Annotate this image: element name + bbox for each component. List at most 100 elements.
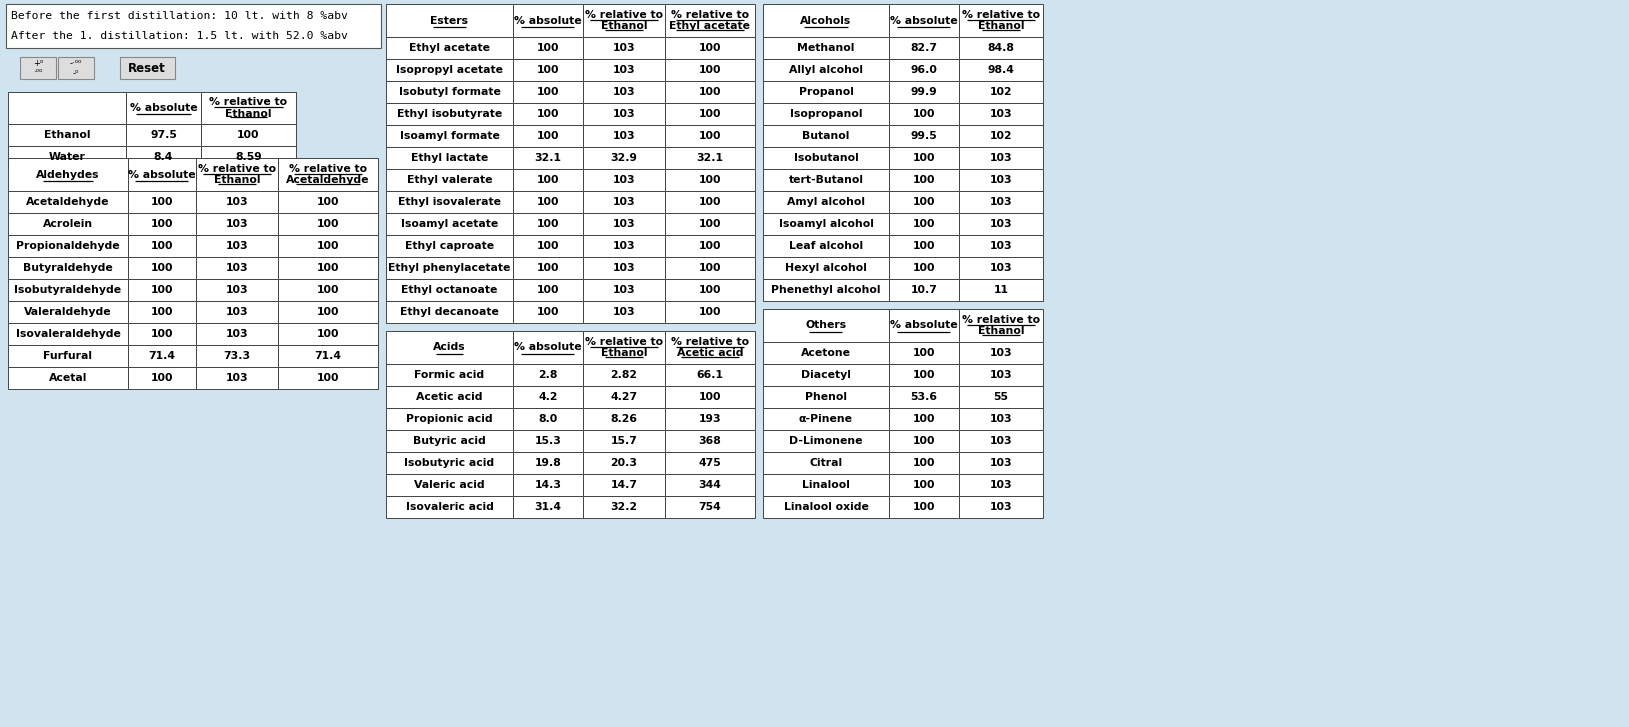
Text: Methanol: Methanol bbox=[797, 43, 855, 53]
Bar bbox=[959, 474, 1043, 496]
Text: 100: 100 bbox=[699, 219, 722, 229]
Text: 100: 100 bbox=[151, 329, 173, 339]
Bar bbox=[665, 331, 754, 364]
Text: Linalool oxide: Linalool oxide bbox=[784, 502, 868, 512]
Text: 100: 100 bbox=[316, 307, 339, 317]
Text: % relative to
Ethanol: % relative to Ethanol bbox=[585, 9, 663, 31]
Text: Allyl alcohol: Allyl alcohol bbox=[788, 65, 863, 75]
Text: 103: 103 bbox=[613, 43, 635, 53]
Bar bbox=[889, 169, 959, 191]
Bar bbox=[8, 323, 129, 345]
Bar bbox=[129, 191, 195, 213]
Text: 103: 103 bbox=[613, 219, 635, 229]
Bar bbox=[665, 169, 754, 191]
Text: ·⁰⁰: ·⁰⁰ bbox=[33, 68, 42, 78]
Text: 103: 103 bbox=[226, 329, 248, 339]
Bar bbox=[583, 59, 665, 81]
Bar bbox=[8, 213, 129, 235]
Bar bbox=[129, 235, 195, 257]
Text: 100: 100 bbox=[912, 263, 935, 273]
Bar bbox=[125, 146, 200, 168]
Text: 73.3: 73.3 bbox=[223, 351, 251, 361]
Text: % relative to
Ethanol: % relative to Ethanol bbox=[963, 315, 1039, 337]
Bar bbox=[665, 4, 754, 37]
Bar bbox=[762, 386, 889, 408]
Bar bbox=[762, 496, 889, 518]
Text: % absolute: % absolute bbox=[889, 321, 958, 331]
Text: 2.8: 2.8 bbox=[538, 370, 557, 380]
Bar bbox=[386, 452, 513, 474]
Text: 100: 100 bbox=[912, 197, 935, 207]
Bar bbox=[762, 4, 889, 37]
Bar bbox=[665, 191, 754, 213]
Text: % relative to
Acetaldehyde: % relative to Acetaldehyde bbox=[287, 164, 370, 185]
Bar bbox=[513, 103, 583, 125]
Bar bbox=[129, 257, 195, 279]
Bar bbox=[386, 81, 513, 103]
Text: 103: 103 bbox=[226, 197, 248, 207]
Text: 19.8: 19.8 bbox=[534, 458, 562, 468]
Bar bbox=[583, 213, 665, 235]
Bar bbox=[959, 4, 1043, 37]
Text: Ethyl isovalerate: Ethyl isovalerate bbox=[397, 197, 502, 207]
Bar bbox=[386, 235, 513, 257]
Bar bbox=[959, 408, 1043, 430]
Text: 100: 100 bbox=[912, 502, 935, 512]
Text: 100: 100 bbox=[536, 197, 559, 207]
Text: 100: 100 bbox=[912, 153, 935, 163]
Bar bbox=[889, 213, 959, 235]
Text: 103: 103 bbox=[613, 175, 635, 185]
Text: 11: 11 bbox=[994, 285, 1008, 295]
Bar bbox=[8, 92, 125, 124]
Text: Esters: Esters bbox=[430, 15, 469, 25]
Text: 100: 100 bbox=[151, 219, 173, 229]
Text: Valeraldehyde: Valeraldehyde bbox=[24, 307, 112, 317]
Bar bbox=[665, 257, 754, 279]
Text: 31.4: 31.4 bbox=[534, 502, 562, 512]
Text: 103: 103 bbox=[613, 307, 635, 317]
Text: Alcohols: Alcohols bbox=[800, 15, 852, 25]
Text: 103: 103 bbox=[990, 370, 1012, 380]
Text: 4.27: 4.27 bbox=[611, 392, 637, 402]
Bar bbox=[959, 235, 1043, 257]
Text: 97.5: 97.5 bbox=[150, 130, 178, 140]
Bar bbox=[513, 257, 583, 279]
Text: 103: 103 bbox=[226, 263, 248, 273]
Text: Acids: Acids bbox=[433, 342, 466, 353]
Text: 103: 103 bbox=[990, 436, 1012, 446]
Bar bbox=[8, 367, 129, 389]
Text: 103: 103 bbox=[613, 285, 635, 295]
Text: % relative to
Acetic acid: % relative to Acetic acid bbox=[671, 337, 749, 358]
Text: 98.4: 98.4 bbox=[987, 65, 1015, 75]
Text: Phenol: Phenol bbox=[805, 392, 847, 402]
Bar bbox=[889, 191, 959, 213]
Text: 100: 100 bbox=[238, 130, 259, 140]
Bar bbox=[386, 213, 513, 235]
Text: 4.2: 4.2 bbox=[538, 392, 557, 402]
Bar bbox=[8, 345, 129, 367]
Text: 100: 100 bbox=[912, 175, 935, 185]
Text: 100: 100 bbox=[536, 307, 559, 317]
Text: Water: Water bbox=[49, 152, 85, 162]
Bar bbox=[583, 386, 665, 408]
Text: 103: 103 bbox=[990, 348, 1012, 358]
Bar bbox=[959, 213, 1043, 235]
Bar bbox=[125, 92, 200, 124]
Bar bbox=[762, 213, 889, 235]
Bar bbox=[279, 257, 378, 279]
Bar bbox=[129, 323, 195, 345]
Bar bbox=[762, 309, 889, 342]
Bar bbox=[889, 257, 959, 279]
Bar bbox=[889, 342, 959, 364]
Text: 100: 100 bbox=[316, 241, 339, 251]
Text: Ethanol: Ethanol bbox=[44, 130, 90, 140]
Bar bbox=[8, 124, 125, 146]
Text: 8.59: 8.59 bbox=[235, 152, 262, 162]
Bar bbox=[959, 103, 1043, 125]
Bar bbox=[583, 235, 665, 257]
Text: Acetal: Acetal bbox=[49, 373, 88, 383]
Bar bbox=[20, 57, 55, 79]
Bar bbox=[386, 279, 513, 301]
Bar bbox=[665, 147, 754, 169]
Bar bbox=[195, 279, 279, 301]
